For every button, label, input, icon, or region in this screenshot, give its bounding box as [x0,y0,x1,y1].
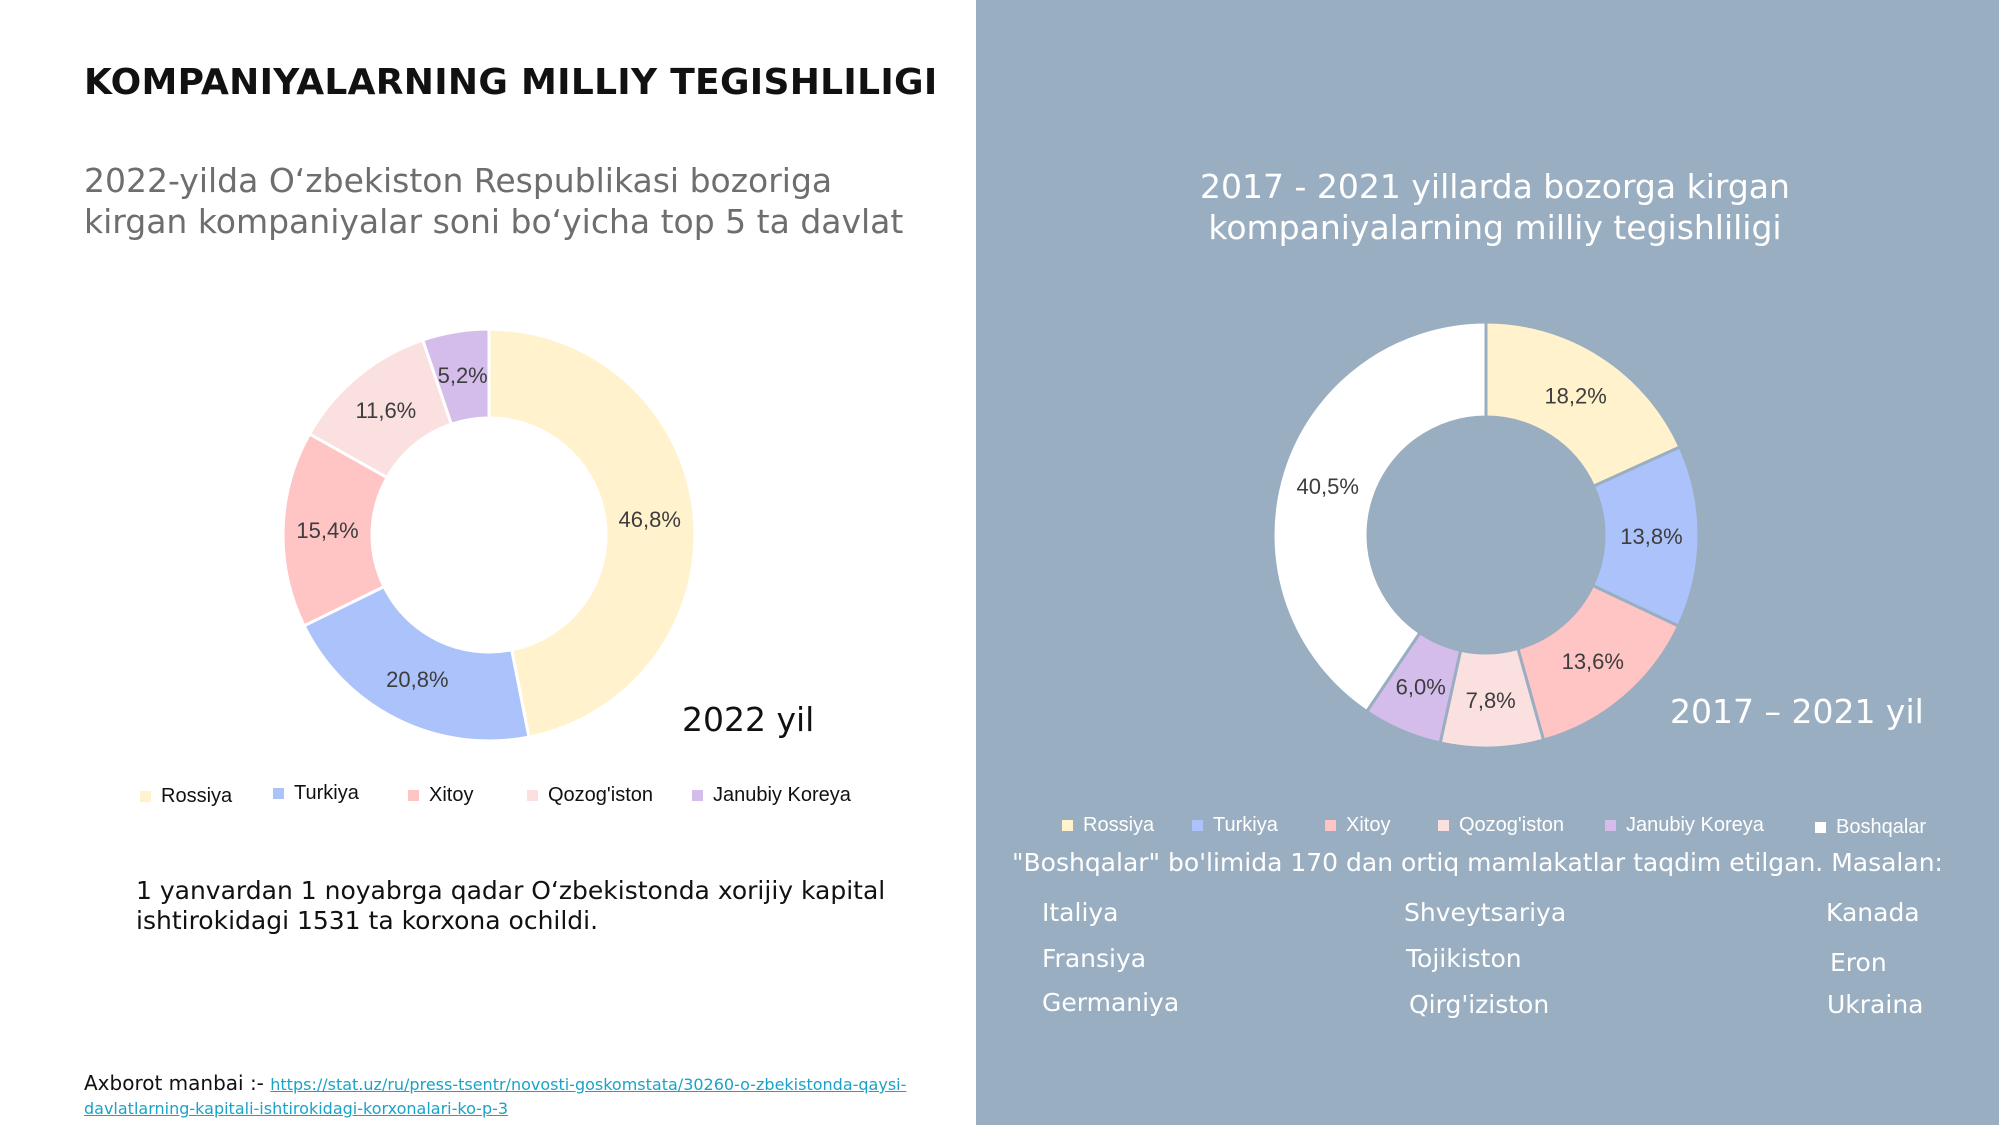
legend-swatch [1815,822,1826,833]
left-chart-subtitle: 2022-yilda O‘zbekiston Respublikasi bozo… [84,160,964,242]
right-chart-title-line1: 2017 - 2021 yillarda bozorga kirgan [1200,167,1790,206]
left-legend-item: Rossiya [140,785,232,808]
legend-label: Turkiya [294,782,359,804]
left-chart-subtitle-line1: 2022-yilda O‘zbekiston Respublikasi bozo… [84,161,833,200]
data-label: 46,8% [619,507,681,532]
right-legend-item: Qozog'iston [1438,814,1564,837]
donut-slice-rossiya [1484,320,1682,489]
data-label: 5,2% [438,363,488,388]
page-title: KOMPANIYALARNING MILLIY TEGISHLILIGI [84,62,938,103]
donut-slice-janubiy-koreya [420,327,491,427]
example-country: Ukraina [1827,990,1924,1019]
left-chart-subtitle-line2: kirgan kompaniyalar soni bo‘yicha top 5 … [84,202,904,241]
legend-label: Turkiya [1213,814,1278,836]
example-country: Tojikiston [1406,944,1522,973]
legend-label: Boshqalar [1836,816,1927,838]
data-label: 13,8% [1620,524,1682,549]
example-country: Fransiya [1042,944,1147,973]
data-label: 7,8% [1466,688,1516,713]
legend-swatch [140,791,151,802]
right-legend-item: Xitoy [1325,814,1390,837]
donut-slice-turkiya [302,584,531,743]
right-chart-title-line2: kompaniyalarning milliy tegishliligi [1208,208,1782,247]
example-country: Italiya [1042,898,1119,927]
legend-swatch [1325,820,1336,831]
legend-label: Qozog'iston [548,784,653,806]
example-country: Germaniya [1042,988,1180,1017]
data-label: 20,8% [386,667,448,692]
legend-swatch [1605,820,1616,831]
right-legend-item: Janubiy Koreya [1605,814,1764,837]
right-panel [976,0,1999,1125]
source-citation: Axborot manbai :- https://stat.uz/ru/pre… [84,1072,964,1120]
legend-swatch [408,790,419,801]
left-year-label: 2022 yil [682,700,815,739]
legend-label: Rossiya [161,785,233,807]
legend-swatch [692,790,703,801]
legend-label: Xitoy [1346,814,1391,836]
legend-swatch [273,788,284,799]
example-country: Kanada [1826,898,1920,927]
left-legend-item: Turkiya [273,782,359,805]
data-label: 18,2% [1544,383,1606,408]
legend-label: Janubiy Koreya [1626,814,1764,836]
left-note: 1 yanvardan 1 noyabrga qadar O‘zbekiston… [136,876,916,936]
example-country: Shveytsariya [1404,898,1567,927]
data-label: 11,6% [356,398,417,423]
left-note-line2: ishtirokidagi 1531 ta korxona ochildi. [136,906,599,935]
left-note-line1: 1 yanvardan 1 noyabrga qadar O‘zbekiston… [136,876,886,905]
legend-swatch [527,790,538,801]
right-year-label: 2017 – 2021 yil [1670,692,1924,731]
data-label: 40,5% [1297,474,1359,499]
data-label: 13,6% [1562,649,1624,674]
left-legend-item: Xitoy [408,784,473,807]
example-country: Eron [1830,948,1887,977]
legend-label: Qozog'iston [1459,814,1564,836]
right-chart-title: 2017 - 2021 yillarda bozorga kirgan komp… [1120,166,1870,248]
right-legend-item: Turkiya [1192,814,1278,837]
legend-label: Rossiya [1083,814,1155,836]
right-legend-item: Rossiya [1062,814,1154,837]
example-country: Qirg'iziston [1409,990,1550,1019]
source-label: Axborot manbai :- [84,1071,264,1095]
others-note: "Boshqalar" bo'limida 170 dan ortiq maml… [1012,848,1943,877]
left-legend-item: Janubiy Koreya [692,784,851,807]
donut-slice-rossiya [487,327,697,739]
legend-label: Xitoy [429,784,474,806]
right-legend-item: Boshqalar [1815,816,1926,839]
data-label: 6,0% [1396,675,1446,700]
legend-swatch [1438,820,1449,831]
donut-slice-boshqalar [1271,320,1488,714]
legend-swatch [1192,820,1203,831]
legend-label: Janubiy Koreya [713,784,851,806]
data-label: 15,4% [296,518,358,543]
source-link[interactable]: https://stat.uz/ru/press-tsentr/novosti-… [84,1075,907,1118]
left-legend-item: Qozog'iston [527,784,653,807]
legend-swatch [1062,820,1073,831]
left-panel [0,0,976,1125]
